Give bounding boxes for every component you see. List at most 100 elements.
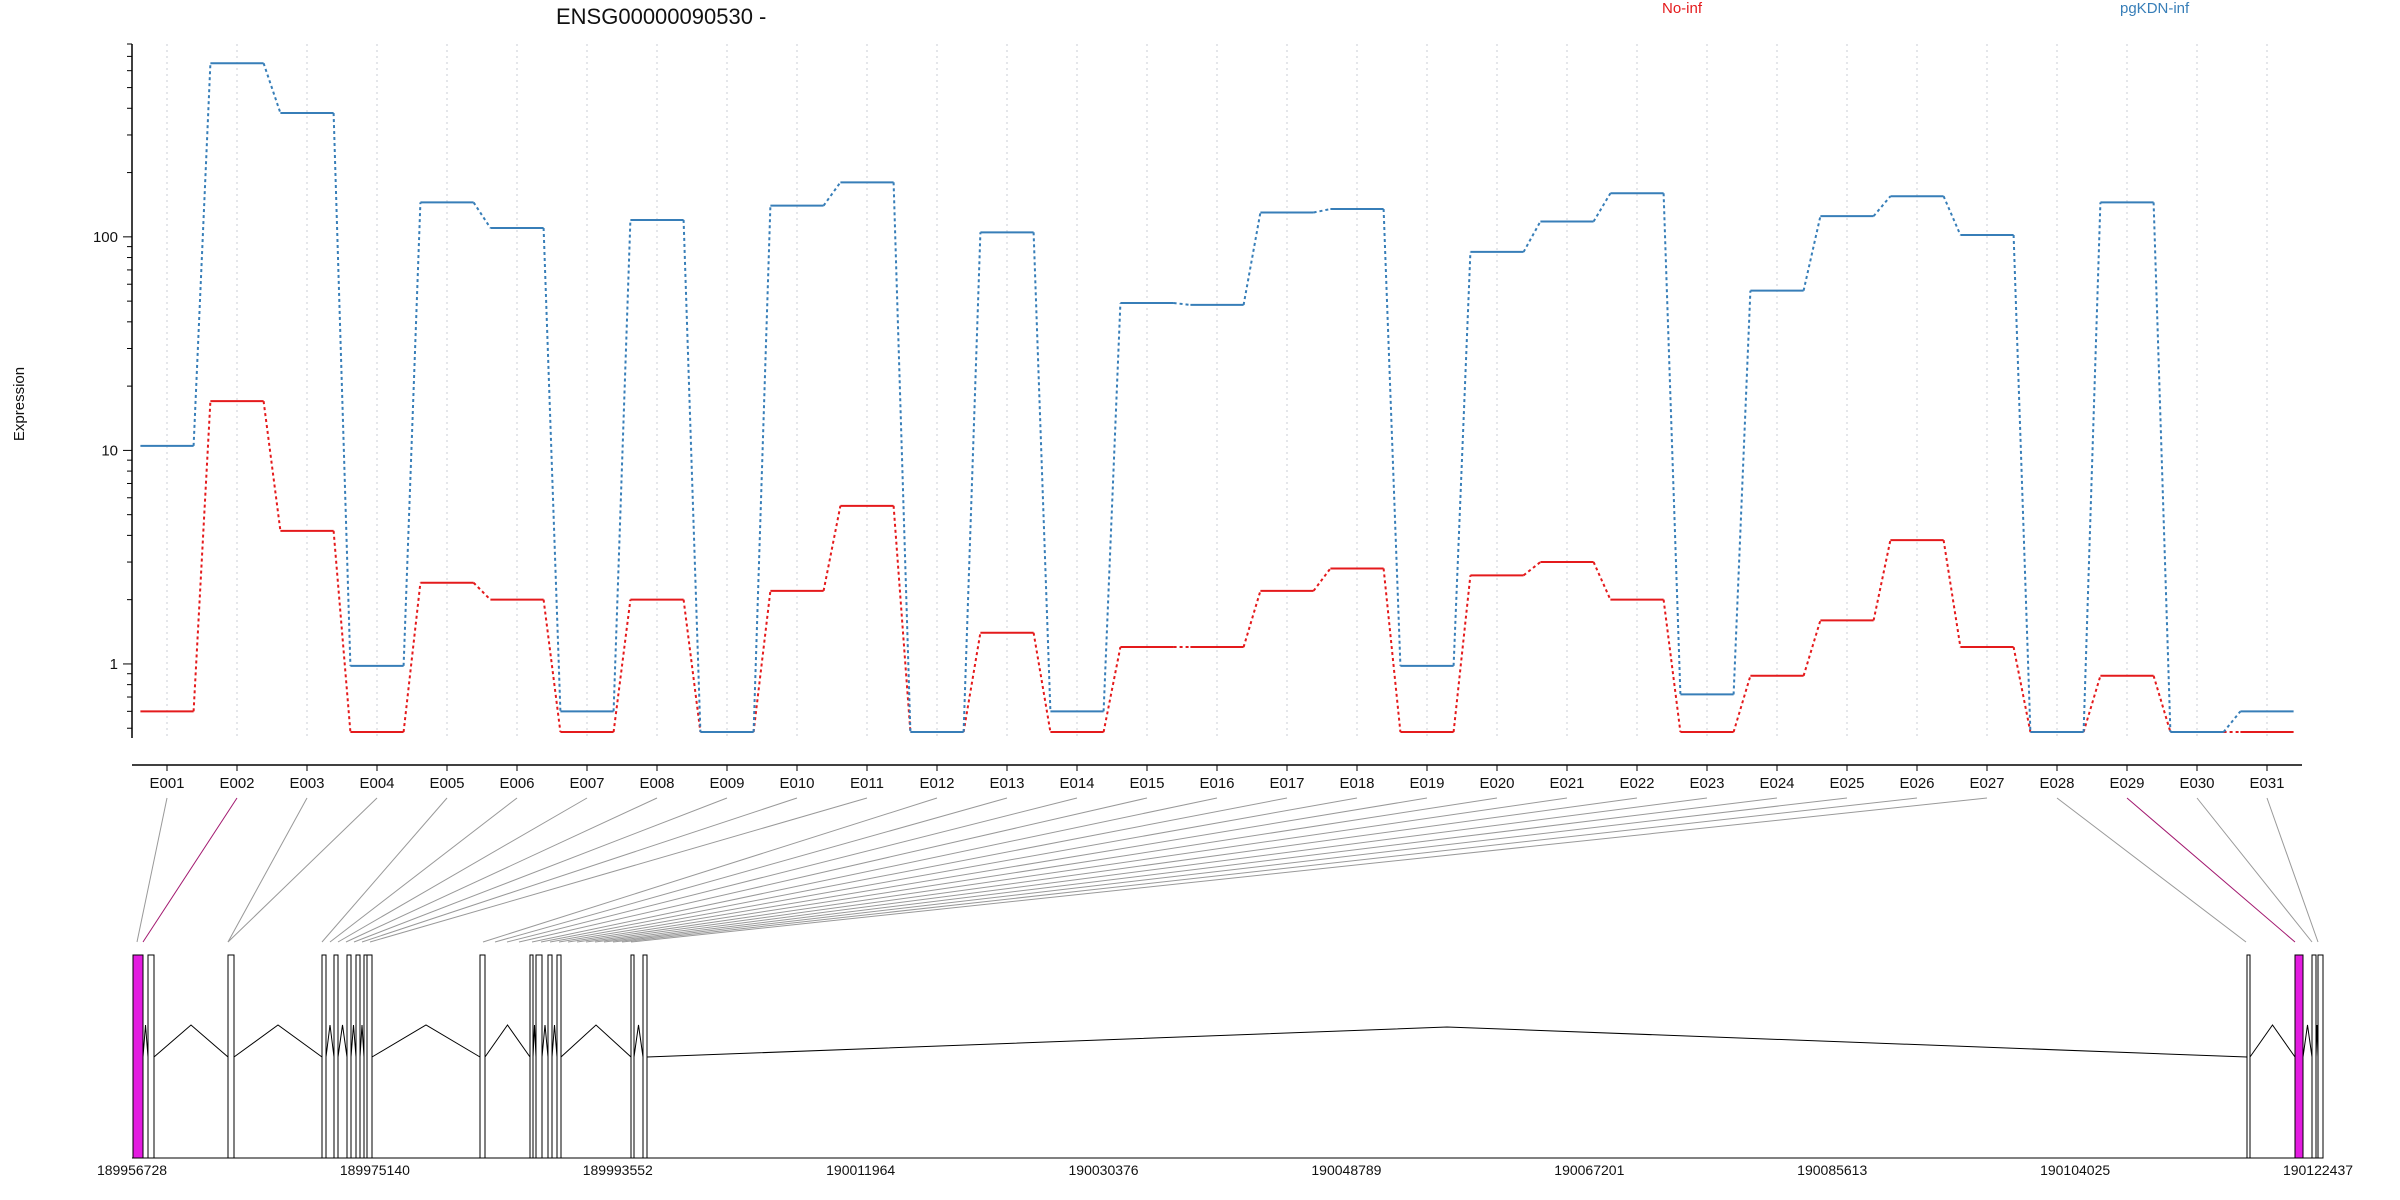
exon-box bbox=[556, 954, 562, 1159]
connector-dash bbox=[752, 590, 772, 733]
connector-dash bbox=[682, 599, 702, 733]
exon-box bbox=[2317, 954, 2324, 1159]
exon-box bbox=[642, 954, 648, 1159]
x-tick-label: E031 bbox=[2249, 775, 2284, 792]
intron-line bbox=[359, 1024, 365, 1058]
connector-dash bbox=[1942, 539, 1962, 648]
connector-dash bbox=[1242, 590, 1262, 648]
connector-dash bbox=[2152, 202, 2172, 733]
exon-connector bbox=[576, 797, 1568, 943]
exon-box bbox=[630, 954, 635, 1159]
x-tick-label: E001 bbox=[149, 775, 184, 792]
connector-dash bbox=[1032, 632, 1052, 733]
exon-connector bbox=[2196, 797, 2313, 943]
exon-box bbox=[2246, 954, 2251, 1159]
chart-title: ENSG00000090530 - bbox=[556, 4, 766, 29]
connector-dash bbox=[402, 202, 422, 666]
connector-dash bbox=[1592, 192, 1612, 223]
connector-dash bbox=[1802, 620, 1822, 677]
exon-box bbox=[355, 954, 361, 1159]
exon-connector bbox=[621, 797, 1918, 943]
exon-connector bbox=[585, 797, 1638, 943]
y-tick-label: 100 bbox=[93, 229, 118, 246]
connector-dash bbox=[262, 62, 282, 114]
series-1 bbox=[140, 62, 2294, 734]
exon-connector bbox=[558, 797, 1428, 943]
x-tick-label: E027 bbox=[1969, 775, 2004, 792]
x-tick-label: E015 bbox=[1129, 775, 1164, 792]
x-tick-label: E006 bbox=[499, 775, 534, 792]
exon-connector-lines bbox=[136, 797, 2319, 943]
exon-connector bbox=[603, 797, 1778, 943]
exon-connector bbox=[2126, 797, 2296, 943]
exon-box bbox=[479, 954, 486, 1159]
x-tick-label: E026 bbox=[1899, 775, 1934, 792]
connector-dash bbox=[1872, 539, 1892, 621]
exon-connector bbox=[482, 797, 938, 943]
x-tick-label: E011 bbox=[850, 775, 884, 792]
x-tick-label: E003 bbox=[289, 775, 324, 792]
connector-dash bbox=[1522, 561, 1542, 577]
connector-dash bbox=[2082, 675, 2102, 733]
connector-dash bbox=[192, 401, 212, 712]
intron-line bbox=[2302, 1024, 2313, 1058]
genomic-coordinate-label: 190067201 bbox=[1554, 1162, 1624, 1178]
x-tick-label: E023 bbox=[1689, 775, 1724, 792]
x-tick-label: E010 bbox=[779, 775, 814, 792]
exon-box bbox=[321, 954, 327, 1159]
intron-line bbox=[633, 1024, 644, 1058]
x-tick-label: E024 bbox=[1759, 775, 1794, 792]
connector-dash bbox=[2012, 646, 2032, 733]
exon-box bbox=[227, 954, 235, 1159]
connector-dash bbox=[192, 63, 212, 446]
intron-line bbox=[325, 1024, 335, 1058]
exon-box bbox=[535, 954, 543, 1159]
exon-connector bbox=[136, 797, 168, 943]
connector-dash bbox=[332, 530, 352, 733]
y-axis-label: Expression bbox=[11, 367, 28, 441]
exon-connector bbox=[337, 797, 588, 943]
x-tick-label: E019 bbox=[1409, 775, 1444, 792]
x-tick-label: E017 bbox=[1269, 775, 1304, 792]
exon-connector bbox=[345, 797, 658, 943]
exon-connector bbox=[612, 797, 1848, 943]
connector-dash bbox=[1802, 215, 1822, 291]
connector-dash bbox=[1032, 232, 1052, 712]
exon-connector bbox=[540, 797, 1288, 943]
exon-connector bbox=[594, 797, 1708, 943]
x-tick-label: E007 bbox=[569, 775, 604, 792]
connector-dash bbox=[962, 632, 982, 733]
exon-box bbox=[333, 954, 339, 1159]
genomic-coordinate-label: 190048789 bbox=[1311, 1162, 1381, 1178]
genomic-axis: 189956728 189975140 189993552 190011964 1900… bbox=[97, 1162, 2353, 1178]
connector-dash bbox=[1592, 561, 1612, 601]
connector-dash bbox=[1732, 675, 1752, 733]
connector-dash bbox=[472, 582, 492, 601]
genomic-coordinate-label: 190030376 bbox=[1069, 1162, 1139, 1178]
connector-dash bbox=[892, 182, 912, 733]
genomic-coordinate-label: 189993552 bbox=[583, 1162, 653, 1178]
genomic-coordinate-label: 189975140 bbox=[340, 1162, 410, 1178]
intron-line bbox=[484, 1024, 531, 1058]
y-tick-label: 10 bbox=[101, 442, 118, 459]
exon-connector bbox=[567, 797, 1498, 943]
exon-connector bbox=[353, 797, 728, 943]
connector-dash bbox=[2082, 202, 2102, 733]
connector-dash bbox=[1313, 208, 1331, 214]
connector-dash bbox=[472, 201, 492, 229]
series-0 bbox=[140, 400, 2294, 734]
exon-box bbox=[346, 954, 352, 1159]
exon-connector bbox=[630, 797, 1988, 943]
connector-dash bbox=[2152, 675, 2172, 733]
x-tick-label: E016 bbox=[1199, 775, 1234, 792]
genomic-coordinate-label: 190085613 bbox=[1797, 1162, 1867, 1178]
intron-line bbox=[153, 1024, 229, 1058]
genomic-coordinate-label: 190104025 bbox=[2040, 1162, 2110, 1178]
x-tick-label: E004 bbox=[359, 775, 394, 792]
genomic-coordinate-label: 190011964 bbox=[826, 1162, 895, 1178]
connector-dash bbox=[1102, 646, 1122, 733]
exon-box bbox=[529, 954, 534, 1159]
connector-dash bbox=[2012, 234, 2032, 733]
x-tick-label: E008 bbox=[639, 775, 674, 792]
legend-no-inf: No-inf bbox=[1662, 0, 1703, 17]
